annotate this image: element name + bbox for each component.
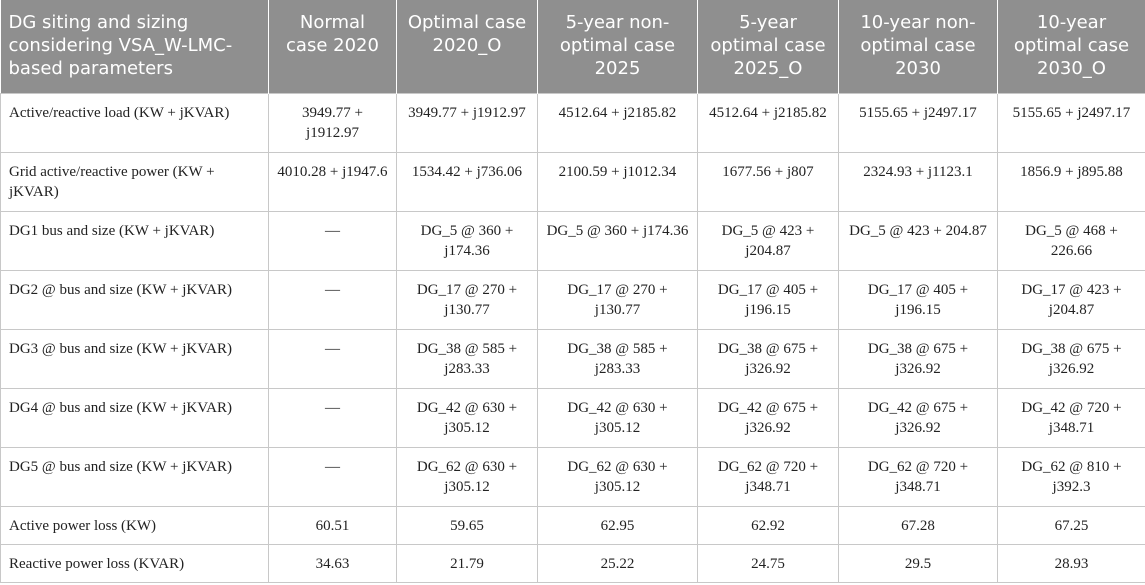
table-cell: 62.95 xyxy=(537,506,698,545)
table-cell: 24.75 xyxy=(697,544,839,583)
table-cell: DG_5 @ 423 + 204.87 xyxy=(838,211,998,271)
table-body: Active/reactive load (KW + jKVAR) 3949.77… xyxy=(0,93,1145,583)
row-label: DG2 @ bus and size (KW + jKVAR) xyxy=(0,270,269,330)
table-cell: DG_38 @ 585 + j283.33 xyxy=(537,329,698,389)
table-cell: 1534.42 + j736.06 xyxy=(396,152,538,212)
table-cell: 2324.93 + j1123.1 xyxy=(838,152,998,212)
table-cell: 3949.77 + j1912.97 xyxy=(396,93,538,153)
table-cell: 2100.59 + j1012.34 xyxy=(537,152,698,212)
table-row: Reactive power loss (KVAR) 34.63 21.79 25.2… xyxy=(0,544,1145,583)
table-cell: DG_62 @ 720 + j348.71 xyxy=(838,447,998,507)
table-cell: DG_42 @ 675 + j326.92 xyxy=(838,388,998,448)
table-cell: 67.28 xyxy=(838,506,998,545)
row-label: DG1 bus and size (KW + jKVAR) xyxy=(0,211,269,271)
table-cell: DG_42 @ 630 + j305.12 xyxy=(396,388,538,448)
table-cell: DG_5 @ 468 + 226.66 xyxy=(997,211,1145,271)
table-cell: DG_17 @ 405 + j196.15 xyxy=(838,270,998,330)
header-cell: 10-year non-optimal case 2030 xyxy=(838,0,998,94)
table-row: DG1 bus and size (KW + jKVAR) — DG_5 @ 360… xyxy=(0,211,1145,271)
table-cell: DG_17 @ 270 + j130.77 xyxy=(396,270,538,330)
header-row: DG siting and sizing considering VSA_W-L… xyxy=(0,0,1145,94)
table-cell: — xyxy=(268,388,397,448)
row-label: DG3 @ bus and size (KW + jKVAR) xyxy=(0,329,269,389)
table-cell: DG_62 @ 810 + j392.3 xyxy=(997,447,1145,507)
table-header: DG siting and sizing considering VSA_W-L… xyxy=(0,0,1145,94)
table-cell: 62.92 xyxy=(697,506,839,545)
table-cell: — xyxy=(268,329,397,389)
table-row: DG3 @ bus and size (KW + jKVAR) — DG_38 @ … xyxy=(0,329,1145,389)
table-cell: DG_42 @ 720 + j348.71 xyxy=(997,388,1145,448)
table-cell: 59.65 xyxy=(396,506,538,545)
table-cell: DG_62 @ 720 + j348.71 xyxy=(697,447,839,507)
table-cell: 3949.77 + j1912.97 xyxy=(268,93,397,153)
table-cell: 5155.65 + j2497.17 xyxy=(838,93,998,153)
table-row: DG4 @ bus and size (KW + jKVAR) — DG_42 @ … xyxy=(0,388,1145,448)
table-cell: 60.51 xyxy=(268,506,397,545)
table-cell: DG_17 @ 270 + j130.77 xyxy=(537,270,698,330)
header-cell: DG siting and sizing considering VSA_W-L… xyxy=(0,0,269,94)
table-cell: DG_42 @ 675 + j326.92 xyxy=(697,388,839,448)
header-cell: Optimal case 2020_O xyxy=(396,0,538,94)
header-cell: 5-year optimal case 2025_O xyxy=(697,0,839,94)
row-label: Active power loss (KW) xyxy=(0,506,269,545)
table-cell: DG_62 @ 630 + j305.12 xyxy=(396,447,538,507)
table-cell: DG_62 @ 630 + j305.12 xyxy=(537,447,698,507)
row-label: Reactive power loss (KVAR) xyxy=(0,544,269,583)
table-cell: — xyxy=(268,270,397,330)
table-row: Grid active/reactive power (KW + jKVAR) 4… xyxy=(0,152,1145,212)
table-cell: 21.79 xyxy=(396,544,538,583)
table-cell: — xyxy=(268,211,397,271)
table-cell: 5155.65 + j2497.17 xyxy=(997,93,1145,153)
table-cell: DG_38 @ 675 + j326.92 xyxy=(697,329,839,389)
table-cell: DG_38 @ 675 + j326.92 xyxy=(997,329,1145,389)
table-cell: DG_38 @ 585 + j283.33 xyxy=(396,329,538,389)
table-cell: 67.25 xyxy=(997,506,1145,545)
row-label: Active/reactive load (KW + jKVAR) xyxy=(0,93,269,153)
table-cell: DG_17 @ 405 + j196.15 xyxy=(697,270,839,330)
row-label: DG5 @ bus and size (KW + jKVAR) xyxy=(0,447,269,507)
table-cell: 4512.64 + j2185.82 xyxy=(697,93,839,153)
header-cell: Normal case 2020 xyxy=(268,0,397,94)
table-row: Active power loss (KW) 60.51 59.65 62.95 62.… xyxy=(0,506,1145,545)
table-cell: DG_17 @ 423 + j204.87 xyxy=(997,270,1145,330)
table-row: Active/reactive load (KW + jKVAR) 3949.77… xyxy=(0,93,1145,153)
table-cell: DG_5 @ 360 + j174.36 xyxy=(396,211,538,271)
row-label: DG4 @ bus and size (KW + jKVAR) xyxy=(0,388,269,448)
table-cell: DG_42 @ 630 + j305.12 xyxy=(537,388,698,448)
header-cell: 5-year non-optimal case 2025 xyxy=(537,0,698,94)
table-cell: DG_5 @ 423 + j204.87 xyxy=(697,211,839,271)
table-row: DG5 @ bus and size (KW + jKVAR) — DG_62 @ … xyxy=(0,447,1145,507)
table-cell: 25.22 xyxy=(537,544,698,583)
table-cell: 1856.9 + j895.88 xyxy=(997,152,1145,212)
table-cell: — xyxy=(268,447,397,507)
table-cell: DG_38 @ 675 + j326.92 xyxy=(838,329,998,389)
table-cell: 28.93 xyxy=(997,544,1145,583)
table-cell: 1677.56 + j807 xyxy=(697,152,839,212)
table-cell: DG_5 @ 360 + j174.36 xyxy=(537,211,698,271)
table-cell: 4010.28 + j1947.6 xyxy=(268,152,397,212)
table-cell: 4512.64 + j2185.82 xyxy=(537,93,698,153)
table-cell: 29.5 xyxy=(838,544,998,583)
header-cell: 10-year optimal case 2030_O xyxy=(997,0,1145,94)
table-row: DG2 @ bus and size (KW + jKVAR) — DG_17 @ … xyxy=(0,270,1145,330)
row-label: Grid active/reactive power (KW + jKVAR) xyxy=(0,152,269,212)
table-cell: 34.63 xyxy=(268,544,397,583)
